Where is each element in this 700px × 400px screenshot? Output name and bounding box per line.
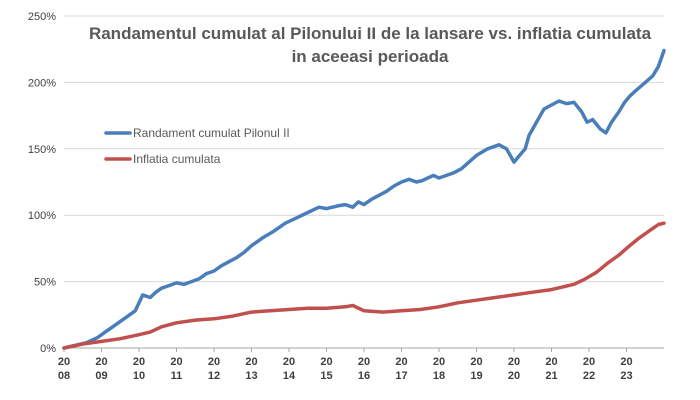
x-tick-label-bottom: 13 [245,370,257,382]
x-tick-label-bottom: 08 [58,370,70,382]
x-tick-label-top: 20 [620,356,632,368]
x-tick-label-bottom: 09 [95,370,107,382]
legend-label: Randament cumulat Pilonul II [133,126,290,140]
x-tick-label-top: 20 [470,356,482,368]
y-tick-label: 0% [40,343,56,355]
x-tick-label-bottom: 22 [583,370,595,382]
x-tick-label-top: 20 [358,356,370,368]
y-tick-label: 100% [28,210,56,222]
x-tick-label-bottom: 15 [320,370,332,382]
x-tick-label-bottom: 11 [171,370,183,382]
x-tick-label-bottom: 12 [208,370,220,382]
y-tick-label: 200% [28,77,56,89]
y-tick-label: 250% [28,11,56,23]
x-tick-label-top: 20 [133,356,145,368]
x-tick-label-bottom: 20 [508,370,520,382]
x-tick-label-top: 20 [395,356,407,368]
series-line-inflatie [62,221,666,350]
x-tick-label-bottom: 21 [545,370,557,382]
x-tick-label-top: 20 [245,356,257,368]
x-axis-ticks: 20 08 20 09 20 10 20 11 20 12 20 13 20 14 20 15 20 16 20 17… [58,347,664,382]
x-tick-label-top: 20 [95,356,107,368]
y-tick-label: 150% [28,144,56,156]
x-tick-label-top: 20 [283,356,295,368]
x-tick-label-bottom: 10 [133,370,145,382]
x-tick-label-top: 20 [208,356,220,368]
x-tick-label-top: 20 [320,356,332,368]
x-tick-label-top: 20 [583,356,595,368]
x-tick-label-bottom: 14 [283,370,296,382]
y-tick-label: 50% [34,277,56,289]
x-tick-label-top: 20 [508,356,520,368]
legend-label: Inflatia cumulata [133,152,221,166]
series-lines [62,48,666,350]
x-tick-label-bottom: 16 [358,370,370,382]
legend: Randament cumulat Pilonul II Inflatia cum… [104,126,290,166]
x-tick-label-bottom: 18 [433,370,445,382]
x-tick-label-top: 20 [433,356,445,368]
gridlines [64,15,664,349]
series-line-randament [62,48,666,350]
x-tick-label-top: 20 [58,356,70,368]
x-tick-label-bottom: 19 [470,370,482,382]
x-tick-label-top: 20 [170,356,182,368]
chart-title: Randamentul cumulat al Pilonului II de l… [70,22,670,68]
x-tick-label-top: 20 [545,356,557,368]
y-axis-ticks: 0% 50% 100% 150% 200% 250% [28,11,56,355]
x-tick-label-bottom: 17 [395,370,407,382]
x-tick-label-bottom: 23 [620,370,632,382]
chart-title-line-2: in aceeasi perioada [291,47,449,66]
chart-title-line-1: Randamentul cumulat al Pilonului II de l… [88,24,652,43]
